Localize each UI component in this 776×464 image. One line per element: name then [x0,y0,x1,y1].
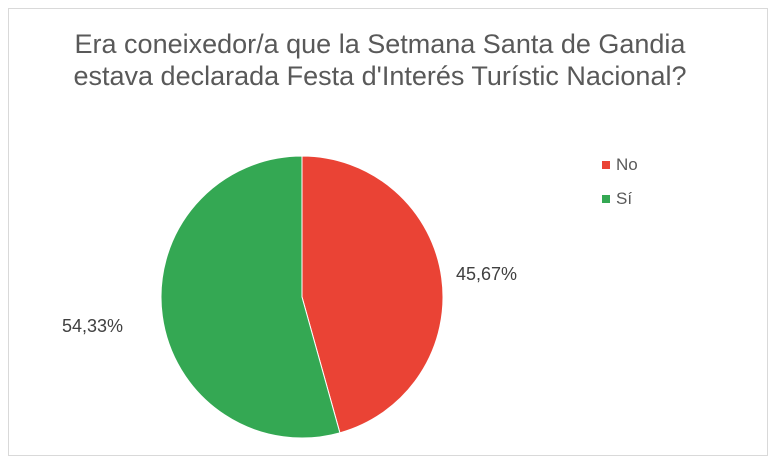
legend-swatch-si [602,195,610,203]
data-label-si: 54,33% [62,316,124,336]
legend: No Sí [602,153,638,221]
legend-label-no: No [616,155,638,174]
chart-title: Era coneixedor/a que la Setmana Santa de… [73,29,687,91]
pie-slice-si [160,155,341,439]
pie-slice-no [301,155,444,434]
legend-swatch-no [602,161,610,169]
data-label-no: 45,67% [456,264,518,284]
legend-item-no: No [602,153,638,177]
legend-label-si: Sí [616,189,633,208]
legend-item-si: Sí [602,187,638,211]
